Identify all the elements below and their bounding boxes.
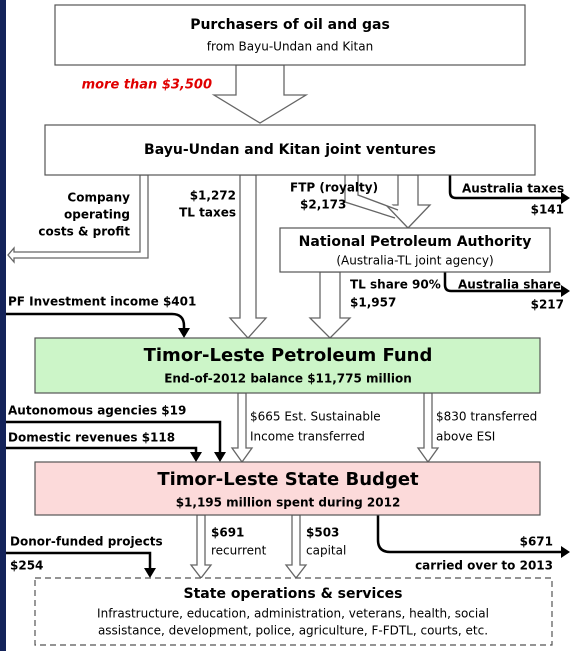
flow-line — [443, 272, 562, 293]
hollow-arrow — [284, 514, 308, 580]
hollow-arrow — [308, 271, 352, 339]
flow-label: $1,957 — [350, 296, 396, 310]
flow-label: $217 — [531, 298, 564, 312]
flow-label: costs & profit — [38, 225, 130, 239]
flow-label: FTP (royalty) — [290, 181, 378, 195]
flow-label: more than $3,500 — [82, 78, 212, 93]
arrow-head — [561, 192, 570, 204]
petroleum-fund-box — [34, 337, 541, 394]
box-title: Timor-Leste State Budget — [157, 469, 419, 490]
flow-label: Australia taxes — [462, 182, 564, 196]
purchasers-box — [54, 4, 526, 66]
box-title: National Petroleum Authority — [299, 234, 532, 250]
flow-label: $665 Est. Sustainable — [250, 410, 381, 424]
flow-line — [6, 551, 152, 570]
flow-label: Australia share — [458, 278, 561, 292]
flow-label: $254 — [10, 559, 43, 573]
flow-label: capital — [306, 544, 346, 558]
flow-label: PF Investment income $401 — [8, 295, 196, 309]
arrow-head — [214, 452, 226, 462]
flow-line — [376, 515, 562, 554]
flow-label: above ESI — [436, 430, 495, 444]
flow-label: carried over to 2013 — [415, 559, 553, 573]
box-title: Purchasers of oil and gas — [190, 17, 390, 33]
state-budget-box — [34, 461, 541, 516]
flow-label: $671 — [520, 535, 553, 549]
hollow-arrow — [416, 392, 440, 464]
box-subtitle: $1,195 million spent during 2012 — [176, 496, 401, 510]
arrow-head — [144, 568, 156, 578]
hollow-arrow — [7, 174, 149, 264]
flow-label: $691 — [211, 526, 244, 540]
box-title: Bayu-Undan and Kitan joint ventures — [144, 142, 436, 158]
box-text: Infrastructure, education, administratio… — [97, 607, 489, 621]
hollow-arrow — [230, 392, 254, 464]
flow-label: $2,173 — [300, 198, 346, 212]
flow-label: Donor-funded projects — [10, 535, 163, 549]
hollow-arrow — [189, 514, 213, 580]
flow-line — [448, 175, 562, 200]
flow-label: Income transferred — [250, 430, 365, 444]
npa-box — [279, 227, 551, 273]
flow-label: recurrent — [211, 544, 267, 558]
flow-label: TL taxes — [179, 206, 236, 220]
flow-label: $503 — [306, 526, 339, 540]
branch-line — [357, 175, 399, 211]
flow-label: Company — [67, 191, 130, 205]
arrow-head — [178, 328, 190, 338]
box-text: assistance, development, police, agricul… — [98, 624, 488, 638]
flow-label: Domestic revenues $118 — [8, 431, 175, 445]
box-subtitle: from Bayu-Undan and Kitan — [207, 40, 373, 54]
operations-box — [34, 577, 553, 646]
hollow-arrow — [228, 174, 268, 339]
flow-label: $141 — [531, 203, 564, 217]
flow-label: $1,272 — [190, 189, 236, 203]
hollow-arrow — [384, 174, 432, 229]
background — [6, 0, 570, 651]
flow-label: Autonomous agencies $19 — [8, 404, 186, 418]
joint-ventures-box — [44, 124, 536, 176]
arrow-head — [561, 285, 570, 297]
flow-line — [6, 312, 186, 330]
flow-label: TL share 90% — [350, 278, 441, 292]
box-title: State operations & services — [184, 586, 403, 602]
box-title: Timor-Leste Petroleum Fund — [144, 345, 433, 366]
flow-line — [6, 420, 222, 454]
arrow-head — [561, 546, 570, 558]
flow-label: $830 transferred — [436, 410, 537, 424]
box-subtitle: End-of-2012 balance $11,775 million — [164, 372, 412, 386]
arrow-head — [190, 452, 202, 462]
box-subtitle: (Australia-TL joint agency) — [336, 254, 493, 268]
flow-label: operating — [64, 208, 130, 222]
hollow-arrow — [211, 64, 309, 124]
